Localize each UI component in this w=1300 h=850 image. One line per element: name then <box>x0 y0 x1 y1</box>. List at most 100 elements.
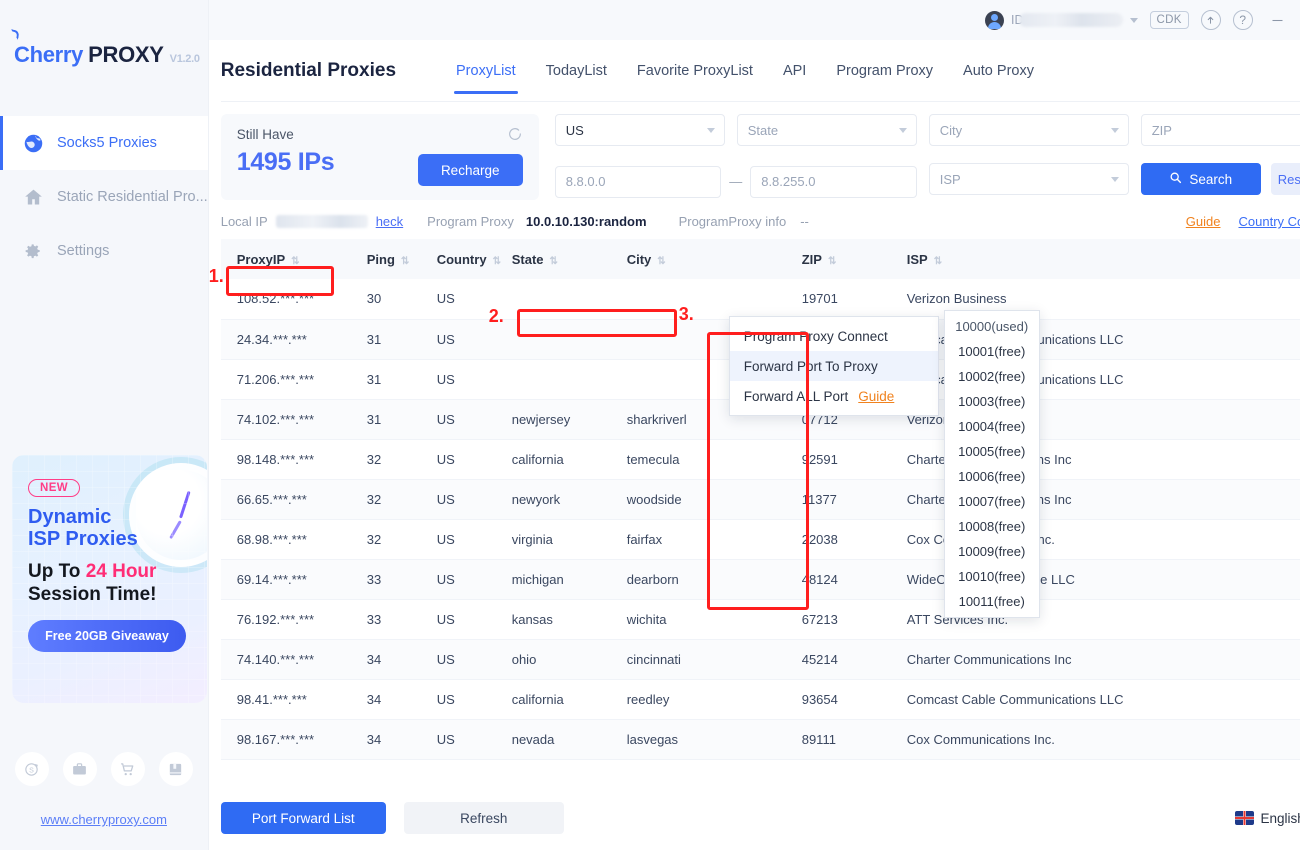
guide-link[interactable]: Guide <box>1185 214 1221 229</box>
sidebar-item-settings[interactable]: Settings <box>0 224 208 278</box>
table-row[interactable]: 98.148.***.*** 32 US california temecula 9259… <box>220 439 1300 479</box>
country-code-link[interactable]: Country Code <box>1238 214 1300 229</box>
column-header-proxyip[interactable]: ProxyIP ⇅ <box>220 239 351 279</box>
port-option[interactable]: 10010(free) <box>958 569 1026 584</box>
help-icon[interactable]: ? <box>1232 10 1253 30</box>
port-option[interactable]: 10005(free) <box>958 444 1026 459</box>
minimize-icon[interactable] <box>1265 7 1291 33</box>
menu-item-program-proxy-connect[interactable]: Program Proxy Connect <box>730 321 938 351</box>
column-header-state[interactable]: State ⇅ <box>495 239 611 279</box>
tab-program-proxy[interactable]: Program Proxy <box>836 63 934 79</box>
cell-ping: 31 <box>366 371 382 387</box>
cell-country: US <box>436 491 455 507</box>
table-row[interactable]: 66.65.***.*** 32 US newyork woodside 11377 Cha… <box>220 479 1300 519</box>
cell-ping: 34 <box>366 651 382 667</box>
column-header-country[interactable]: Country ⇅ <box>420 239 502 279</box>
refresh-button[interactable]: Refresh <box>403 802 564 834</box>
table-row[interactable]: 69.14.***.***33USmichigandearborn48124Wi… <box>220 559 1300 599</box>
cell-city: wichita <box>626 611 667 627</box>
column-header-ping[interactable]: Ping ⇅ <box>350 239 421 279</box>
chevron-down-icon <box>898 127 907 133</box>
sidebar-quick-icons: S <box>0 752 208 786</box>
tab-api[interactable]: API <box>782 63 807 79</box>
menu-item-forward-all-port[interactable]: Forward ALL Port Guide <box>730 381 938 411</box>
sort-icon[interactable]: ⇅ <box>291 255 300 267</box>
chevron-down-icon <box>1129 17 1138 23</box>
port-option[interactable]: 10008(free) <box>958 519 1026 534</box>
search-button[interactable]: Search <box>1140 163 1261 195</box>
column-header-zip[interactable]: ZIP ⇅ <box>785 239 891 279</box>
sidebar-nav: Socks5 Proxies Static Residential Pro...… <box>0 110 208 278</box>
ip-to-input[interactable]: 8.8.255.0 <box>750 165 917 198</box>
port-option[interactable]: 10004(free) <box>958 419 1026 434</box>
menu-item-forward-port-to-proxy[interactable]: Forward Port To Proxy <box>729 351 938 381</box>
cell-state: kansas <box>511 611 553 627</box>
cell-zip: 93654 <box>801 691 838 707</box>
tab-auto-proxy[interactable]: Auto Proxy <box>963 63 1034 79</box>
country-select[interactable]: US <box>554 114 725 146</box>
upload-icon[interactable] <box>1200 10 1221 30</box>
cell-zip: 22038 <box>801 531 838 547</box>
briefcase-icon[interactable] <box>62 752 97 786</box>
port-option[interactable]: 10011(free) <box>958 594 1025 609</box>
globe-icon <box>22 132 44 154</box>
sort-icon[interactable]: ⇅ <box>400 255 410 267</box>
cell-zip: 11377 <box>801 491 837 507</box>
port-option[interactable]: 10006(free) <box>958 469 1026 484</box>
home-icon <box>22 186 44 208</box>
promo-cta-button[interactable]: Free 20GB Giveaway <box>28 620 186 653</box>
sidebar-item-socks5-proxies[interactable]: Socks5 Proxies <box>0 116 208 170</box>
refresh-icon[interactable] <box>507 126 523 145</box>
refund-icon[interactable]: S <box>14 752 49 786</box>
port-forward-list-button[interactable]: Port Forward List <box>220 802 386 834</box>
website-link[interactable]: www.cherryproxy.com <box>40 812 167 827</box>
sort-icon[interactable]: ⇅ <box>549 255 559 267</box>
sort-icon[interactable]: ⇅ <box>933 255 943 267</box>
sort-icon[interactable]: ⇅ <box>657 255 666 267</box>
table-row[interactable]: 76.192.***.*** 33 US kansas wichita 67213 ATT … <box>220 599 1300 639</box>
column-header-city[interactable]: City ⇅ <box>610 239 786 279</box>
tab-proxylist[interactable]: ProxyList <box>454 40 518 102</box>
port-option[interactable]: 10007(free) <box>958 494 1026 509</box>
cart-icon[interactable] <box>110 752 145 786</box>
recharge-button[interactable]: Recharge <box>417 154 523 186</box>
table-row[interactable]: 74.140.***.*** 34 US ohio cincinnati 45214 Cha… <box>220 639 1300 679</box>
language-selector[interactable]: English <box>1235 811 1300 826</box>
account-menu[interactable]: ID <box>985 10 1138 30</box>
column-header-isp[interactable]: ISP ⇅ <box>890 239 1300 279</box>
check-link[interactable]: heck <box>375 214 404 229</box>
ip-from-input[interactable]: 8.8.0.0 <box>554 165 722 198</box>
sort-icon[interactable]: ⇅ <box>827 255 837 267</box>
table-row[interactable]: 108.52.***.*** 30 US 19701 Verizon Business <box>220 279 1300 319</box>
table-row[interactable]: 68.98.***.*** 32 US virginia fairfax 22038 Cox… <box>220 519 1300 559</box>
reset-button[interactable]: Reset <box>1270 163 1300 195</box>
port-option[interactable]: 10003(free) <box>958 394 1026 409</box>
cell-proxy-ip: 66.65.***.*** <box>236 491 307 507</box>
sidebar-item-static-residential[interactable]: Static Residential Pro... <box>0 170 208 224</box>
isp-select[interactable]: ISP <box>928 163 1129 195</box>
state-select[interactable]: State <box>736 114 917 146</box>
tab-todaylist[interactable]: TodayList <box>545 63 607 79</box>
avatar <box>985 10 1005 30</box>
port-option[interactable]: 10000(used) <box>955 319 1029 334</box>
port-option[interactable]: 10009(free) <box>958 544 1026 559</box>
cell-country: US <box>436 691 455 707</box>
port-option[interactable]: 10002(free) <box>958 369 1026 384</box>
cell-country: US <box>436 411 455 427</box>
cell-isp: Comcast Cable Communications LLC <box>906 691 1124 707</box>
cell-city: dearborn <box>626 571 679 587</box>
table-row[interactable]: 98.41.***.*** 34 US california reedley 93654 C… <box>220 679 1300 719</box>
city-select[interactable]: City <box>928 114 1129 146</box>
cdk-button[interactable]: CDK <box>1149 11 1189 29</box>
ip-from-placeholder: 8.8.0.0 <box>565 174 606 189</box>
table-row[interactable]: 98.167.***.*** 34 US nevada lasvegas 89111 Cox… <box>220 719 1300 759</box>
sort-icon[interactable]: ⇅ <box>492 255 502 267</box>
cell-country: US <box>436 611 455 627</box>
menu-guide-link[interactable]: Guide <box>858 388 895 404</box>
ip-to-placeholder: 8.8.255.0 <box>761 174 816 189</box>
book-icon[interactable] <box>158 752 193 786</box>
port-option[interactable]: 10001(free) <box>958 344 1026 359</box>
tab-favorite-proxylist[interactable]: Favorite ProxyList <box>636 63 753 79</box>
zip-select[interactable]: ZIP <box>1140 114 1300 146</box>
promo-banner[interactable]: NEW Dynamic ISP Proxies Up To 24 Hour Se… <box>12 455 207 703</box>
